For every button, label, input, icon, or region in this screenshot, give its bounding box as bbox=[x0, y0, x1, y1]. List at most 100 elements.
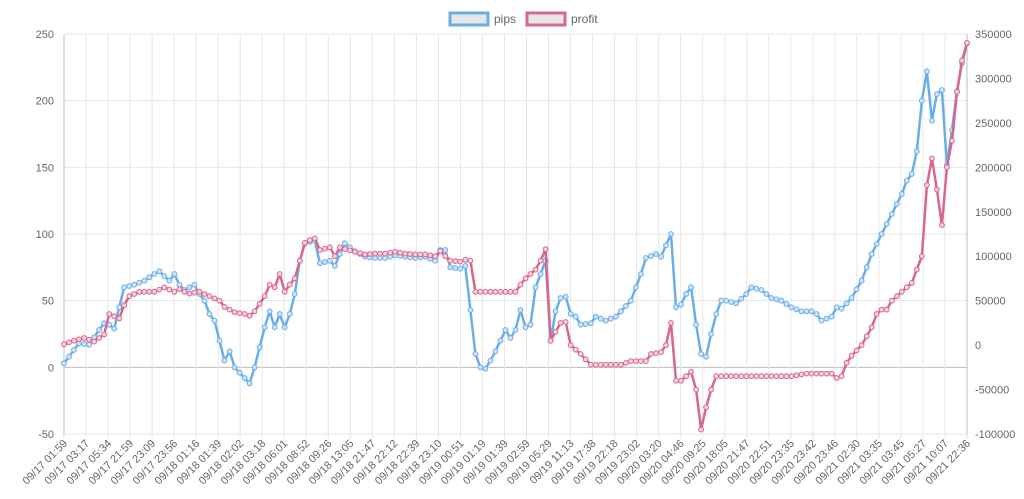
pips-point bbox=[512, 327, 519, 333]
profit-point bbox=[898, 288, 905, 295]
pips-point bbox=[607, 315, 614, 322]
pips-point bbox=[492, 348, 499, 355]
profit-point bbox=[888, 297, 895, 304]
profit-point bbox=[853, 347, 860, 354]
profit-point bbox=[572, 346, 579, 353]
profit-point bbox=[648, 351, 654, 357]
pips-point bbox=[251, 364, 258, 371]
pips-point bbox=[131, 281, 138, 288]
pips-point bbox=[582, 321, 589, 327]
profit-point bbox=[86, 336, 92, 343]
profit-point bbox=[602, 361, 609, 368]
profit-point bbox=[793, 372, 800, 379]
pips-point bbox=[708, 331, 714, 337]
profit-point bbox=[552, 328, 559, 335]
profit-point bbox=[507, 288, 514, 295]
pips-point bbox=[577, 321, 584, 328]
profit-point bbox=[216, 297, 223, 304]
profit-point bbox=[296, 257, 303, 264]
profit-point bbox=[863, 333, 870, 340]
profit-point bbox=[261, 293, 268, 300]
pips-point bbox=[698, 351, 704, 357]
profit-point bbox=[738, 373, 745, 380]
pips-point bbox=[216, 337, 223, 344]
pips-point bbox=[883, 221, 890, 227]
pips-point bbox=[552, 308, 559, 315]
profit-point bbox=[512, 288, 519, 295]
y-right-tick-label: 150000 bbox=[975, 207, 1012, 219]
profit-point bbox=[663, 342, 669, 349]
pips-point bbox=[853, 286, 860, 293]
pips-point bbox=[457, 265, 464, 272]
profit-point bbox=[101, 331, 107, 338]
profit-point bbox=[688, 368, 694, 375]
profit-point bbox=[322, 245, 328, 252]
profit-point bbox=[808, 370, 815, 377]
profit-point bbox=[327, 244, 333, 251]
profit-point bbox=[151, 288, 158, 295]
profit-point bbox=[758, 373, 765, 380]
pips-point bbox=[266, 308, 273, 315]
profit-point bbox=[432, 253, 439, 260]
profit-point bbox=[71, 337, 77, 344]
y-left-tick-label: 100 bbox=[36, 229, 54, 241]
profit-point bbox=[643, 358, 649, 365]
pips-point bbox=[447, 264, 454, 271]
pips-point bbox=[683, 291, 689, 297]
profit-point bbox=[502, 288, 509, 295]
pips-point bbox=[868, 251, 875, 257]
profit-point bbox=[929, 155, 935, 162]
profit-point bbox=[332, 253, 338, 260]
profit-point bbox=[582, 356, 589, 363]
y-right-tick-label: 100000 bbox=[975, 251, 1012, 263]
pips-point bbox=[768, 295, 775, 301]
pips-point bbox=[452, 265, 459, 271]
pips-point bbox=[693, 321, 699, 328]
pips-point bbox=[597, 315, 604, 322]
profit-point bbox=[623, 360, 629, 366]
profit-point bbox=[106, 311, 113, 317]
profit-point bbox=[673, 377, 679, 384]
pips-point bbox=[477, 364, 484, 371]
pips-point bbox=[633, 284, 639, 291]
pips-point bbox=[788, 304, 795, 311]
legend-item-profit[interactable]: profit bbox=[525, 11, 598, 27]
pips-point bbox=[322, 259, 328, 265]
pips-point bbox=[562, 293, 569, 300]
profit-point bbox=[924, 182, 930, 189]
y-left-tick-label: 200 bbox=[36, 96, 54, 108]
profit-point bbox=[186, 290, 193, 297]
pips-point bbox=[96, 327, 102, 333]
pips-point bbox=[467, 307, 474, 313]
chart-legend[interactable]: pips profit bbox=[448, 11, 598, 27]
profit-point bbox=[743, 373, 750, 380]
pips-point bbox=[878, 231, 885, 237]
legend-item-pips[interactable]: pips bbox=[448, 11, 516, 27]
profit-point bbox=[723, 373, 730, 380]
pips-point bbox=[863, 264, 870, 271]
profit-point bbox=[878, 306, 885, 313]
pips-point bbox=[261, 324, 268, 331]
pips-point bbox=[623, 303, 629, 309]
profit-point bbox=[382, 250, 389, 257]
profit-point bbox=[919, 253, 925, 260]
profit-point bbox=[442, 253, 449, 260]
profit-point bbox=[547, 337, 554, 344]
profit-point bbox=[377, 250, 384, 257]
profit-point bbox=[708, 386, 714, 393]
profit-point bbox=[241, 311, 248, 317]
profit-point bbox=[226, 306, 233, 313]
profit-point bbox=[337, 244, 343, 251]
profit-point bbox=[161, 284, 168, 291]
profit-point bbox=[352, 248, 358, 255]
pips-point bbox=[733, 300, 740, 307]
profit-point bbox=[116, 315, 123, 322]
chart-grid bbox=[63, 33, 968, 439]
profit-point bbox=[883, 306, 890, 313]
pips-point bbox=[888, 211, 895, 217]
pips-point bbox=[818, 317, 825, 324]
profit-point bbox=[221, 304, 228, 310]
pips-point bbox=[934, 91, 940, 97]
profit-point bbox=[181, 288, 188, 295]
profit-point bbox=[567, 342, 574, 349]
